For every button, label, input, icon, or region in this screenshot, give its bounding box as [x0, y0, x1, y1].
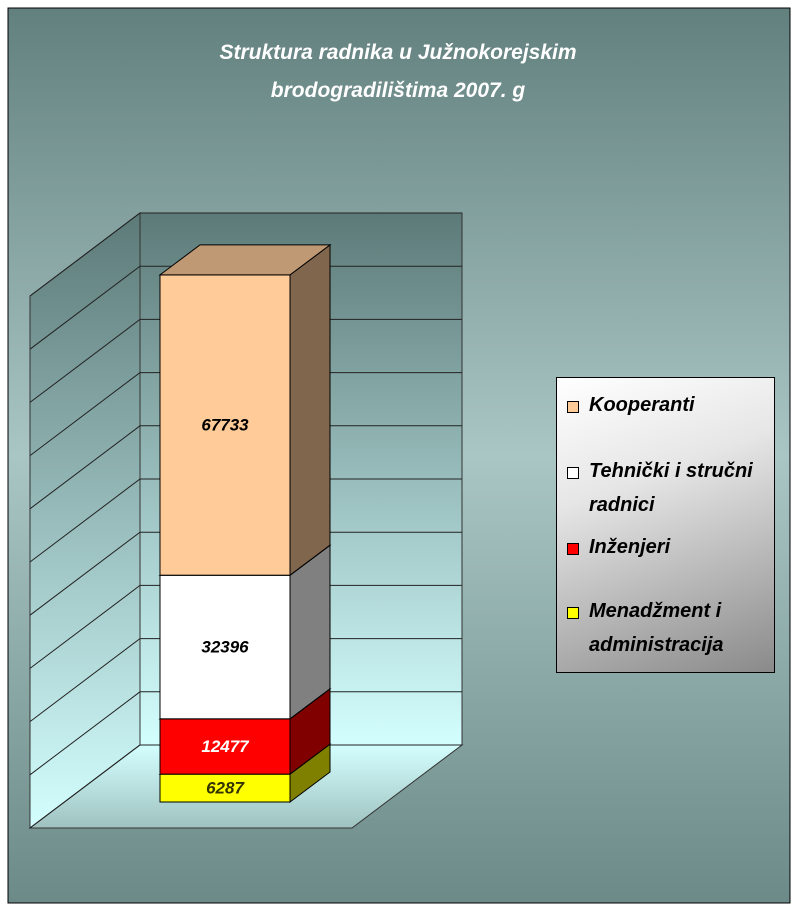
data-label: 6287	[206, 779, 245, 798]
bar-front	[159, 574, 291, 720]
grid-line	[29, 478, 462, 563]
grid-line	[29, 584, 462, 669]
grid-line	[29, 212, 462, 297]
data-label: 12477	[201, 737, 250, 756]
legend-label: Tehnički i stručni radnici	[589, 460, 753, 516]
legend-label: Kooperanti	[589, 394, 695, 416]
grid-line	[29, 318, 462, 403]
bar-top	[158, 244, 332, 276]
grid-line	[29, 425, 462, 510]
legend-swatch	[567, 543, 579, 555]
grid-line	[29, 531, 462, 616]
bar-front	[159, 773, 291, 803]
legend: Kooperanti Tehnički i stručni radnici Inže…	[556, 377, 775, 673]
grid-line	[29, 372, 462, 456]
legend-swatch	[567, 607, 579, 619]
legend-swatch	[567, 467, 579, 479]
grid-line	[29, 744, 462, 829]
grid-line	[29, 638, 462, 722]
legend-swatch	[567, 401, 579, 413]
grid-line	[29, 691, 462, 776]
chart-title: Struktura radnika u Južnokorejskim brodo…	[219, 41, 577, 102]
data-label: 32396	[201, 637, 249, 656]
grid-line	[29, 265, 462, 350]
legend-label: Menadžment i administracija	[589, 600, 724, 656]
bar-side	[289, 243, 331, 577]
legend-label: Inženjeri	[589, 536, 671, 558]
bar-front	[159, 274, 291, 576]
data-label: 67733	[201, 416, 249, 435]
